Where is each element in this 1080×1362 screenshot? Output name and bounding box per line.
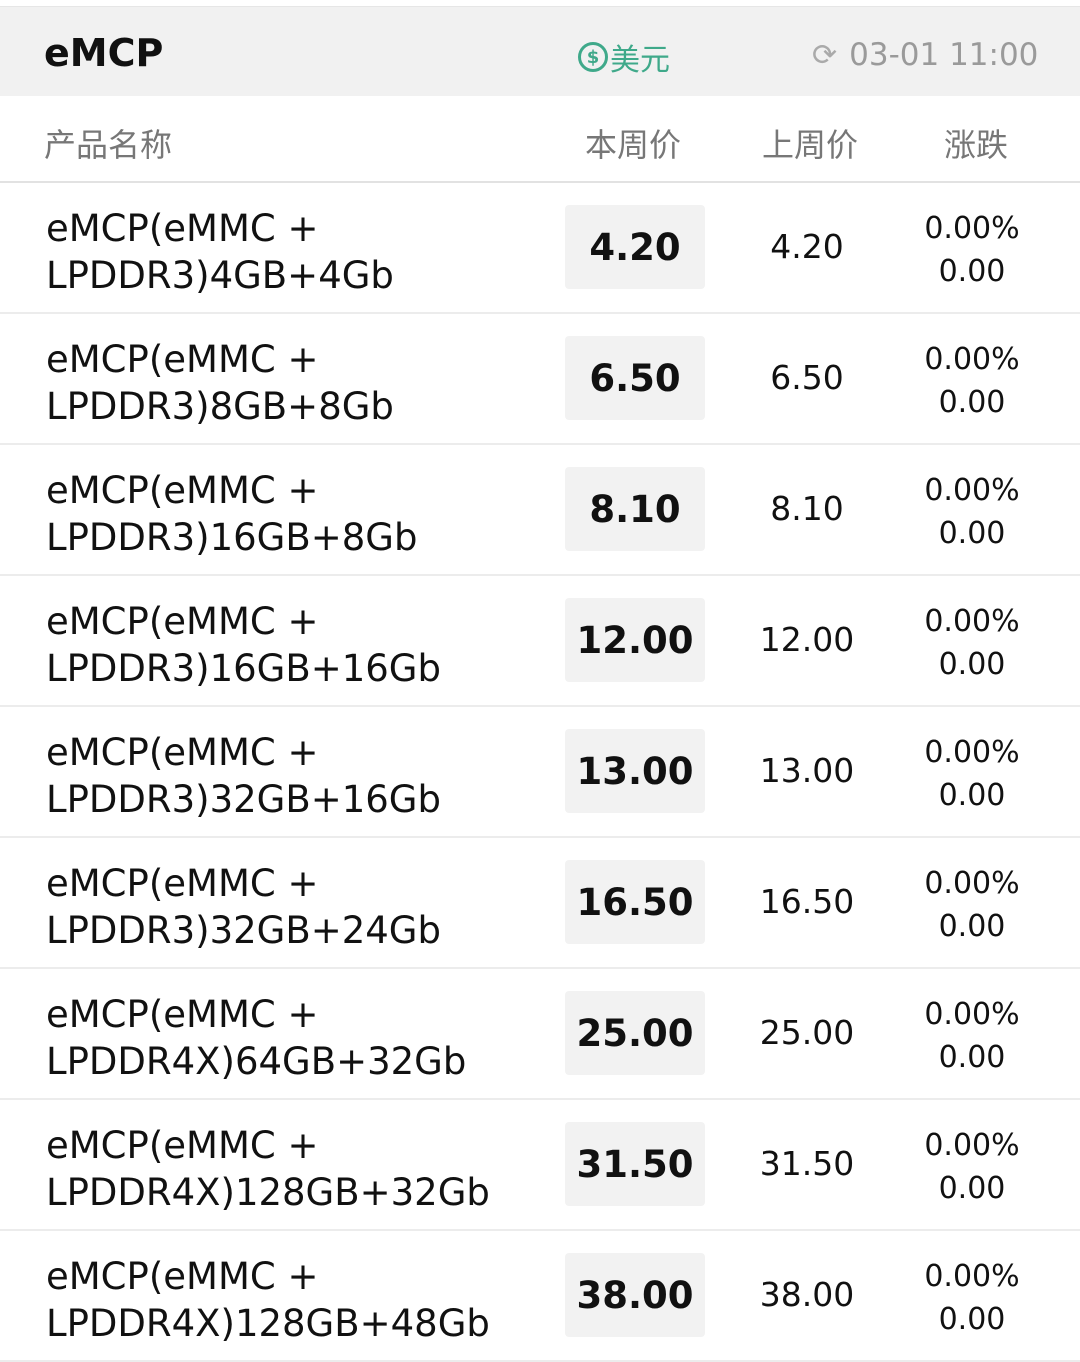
currency-label: 美元 — [610, 43, 670, 78]
this-week-price: 13.00 — [565, 729, 705, 813]
col-name: 产品名称 — [44, 126, 173, 164]
table-row[interactable]: eMCP(eMMC + LPDDR3)32GB+24Gb 16.50 16.50 … — [0, 838, 1080, 969]
last-week-price: 6.50 — [770, 358, 844, 397]
this-week-price: 25.00 — [565, 991, 705, 1075]
product-name-line1: eMCP(eMMC + — [46, 600, 319, 643]
last-week-price: 25.00 — [759, 1013, 855, 1052]
change-percent: 0.00% — [924, 473, 1020, 508]
product-name-line2: LPDDR4X)128GB+32Gb — [46, 1171, 490, 1214]
update-time: 03-01 11:00 — [849, 37, 1039, 73]
product-name: eMCP(eMMC + LPDDR3)8GB+8Gb — [46, 336, 394, 430]
product-name-line2: LPDDR3)16GB+16Gb — [46, 647, 441, 690]
product-name: eMCP(eMMC + LPDDR3)16GB+16Gb — [46, 598, 441, 692]
product-name-line2: LPDDR3)8GB+8Gb — [46, 385, 394, 428]
currency-toggle[interactable]: $ 美元 — [578, 35, 670, 79]
product-name: eMCP(eMMC + LPDDR3)32GB+16Gb — [46, 729, 441, 823]
change-value: 0.00 — [938, 254, 1006, 289]
product-name: eMCP(eMMC + LPDDR3)32GB+24Gb — [46, 860, 441, 954]
this-week-price: 16.50 — [565, 860, 705, 944]
page-title: eMCP — [44, 31, 164, 75]
change-value: 0.00 — [938, 647, 1006, 682]
this-week-price: 6.50 — [565, 336, 705, 420]
product-name: eMCP(eMMC + LPDDR3)16GB+8Gb — [46, 467, 417, 561]
refresh-icon: ⟳ — [812, 37, 838, 73]
change-percent: 0.00% — [924, 866, 1020, 901]
product-name: eMCP(eMMC + LPDDR4X)64GB+32Gb — [46, 991, 466, 1085]
change-value: 0.00 — [938, 516, 1006, 551]
price-change: 0.00% 0.00 — [892, 731, 1052, 817]
last-week-price: 12.00 — [759, 620, 855, 659]
product-name-line1: eMCP(eMMC + — [46, 207, 319, 250]
change-percent: 0.00% — [924, 997, 1020, 1032]
table-row[interactable]: eMCP(eMMC + LPDDR3)4GB+4Gb 4.20 4.20 0.00… — [0, 183, 1080, 314]
price-change: 0.00% 0.00 — [892, 1255, 1052, 1341]
product-name-line1: eMCP(eMMC + — [46, 338, 319, 381]
change-percent: 0.00% — [924, 604, 1020, 639]
change-value: 0.00 — [938, 1302, 1006, 1337]
this-week-price: 12.00 — [565, 598, 705, 682]
product-name-line1: eMCP(eMMC + — [46, 469, 319, 512]
change-value: 0.00 — [938, 1171, 1006, 1206]
table-row[interactable]: eMCP(eMMC + LPDDR4X)64GB+32Gb 25.00 25.00… — [0, 969, 1080, 1100]
product-name-line2: LPDDR3)4GB+4Gb — [46, 254, 394, 297]
col-change[interactable]: 涨跌 — [944, 126, 1009, 164]
change-percent: 0.00% — [924, 1128, 1020, 1163]
this-week-price: 38.00 — [565, 1253, 705, 1337]
table-row[interactable]: eMCP(eMMC + LPDDR4X)128GB+48Gb 38.00 38.0… — [0, 1231, 1080, 1362]
product-name: eMCP(eMMC + LPDDR4X)128GB+32Gb — [46, 1122, 490, 1216]
product-name-line1: eMCP(eMMC + — [46, 731, 319, 774]
product-name-line2: LPDDR4X)64GB+32Gb — [46, 1040, 467, 1083]
col-last-week[interactable]: 上周价 — [762, 126, 859, 164]
price-change: 0.00% 0.00 — [892, 600, 1052, 686]
last-week-price: 38.00 — [759, 1275, 855, 1314]
table-row[interactable]: eMCP(eMMC + LPDDR3)16GB+16Gb 12.00 12.00 … — [0, 576, 1080, 707]
last-week-price: 8.10 — [770, 489, 844, 528]
last-week-price: 16.50 — [759, 882, 855, 921]
top-bar: eMCP $ 美元 ⟳ 03-01 11:00 — [0, 6, 1080, 96]
change-value: 0.00 — [938, 1040, 1006, 1075]
this-week-price: 8.10 — [565, 467, 705, 551]
table-row[interactable]: eMCP(eMMC + LPDDR3)8GB+8Gb 6.50 6.50 0.00… — [0, 314, 1080, 445]
dollar-circle-icon: $ — [578, 42, 608, 72]
change-value: 0.00 — [938, 778, 1006, 813]
last-week-price: 4.20 — [770, 227, 844, 266]
product-name-line2: LPDDR4X)128GB+48Gb — [46, 1302, 490, 1345]
price-change: 0.00% 0.00 — [892, 207, 1052, 293]
price-change: 0.00% 0.00 — [892, 338, 1052, 424]
table-row[interactable]: eMCP(eMMC + LPDDR4X)128GB+32Gb 31.50 31.5… — [0, 1100, 1080, 1231]
product-name-line2: LPDDR3)32GB+16Gb — [46, 778, 441, 821]
last-week-price: 31.50 — [759, 1144, 855, 1183]
product-name-line1: eMCP(eMMC + — [46, 1124, 319, 1167]
col-this-week[interactable]: 本周价 — [585, 126, 682, 164]
table-header: 产品名称 本周价 上周价 涨跌 — [0, 96, 1080, 183]
price-change: 0.00% 0.00 — [892, 862, 1052, 948]
product-name-line2: LPDDR3)32GB+24Gb — [46, 909, 441, 952]
product-name-line1: eMCP(eMMC + — [46, 993, 319, 1036]
price-change: 0.00% 0.00 — [892, 469, 1052, 555]
this-week-price: 31.50 — [565, 1122, 705, 1206]
last-week-price: 13.00 — [759, 751, 855, 790]
product-name-line1: eMCP(eMMC + — [46, 1255, 319, 1298]
change-percent: 0.00% — [924, 211, 1020, 246]
change-percent: 0.00% — [924, 735, 1020, 770]
product-name: eMCP(eMMC + LPDDR3)4GB+4Gb — [46, 205, 394, 299]
change-percent: 0.00% — [924, 342, 1020, 377]
refresh-button[interactable]: ⟳ 03-01 11:00 — [812, 37, 1038, 73]
table-row[interactable]: eMCP(eMMC + LPDDR3)16GB+8Gb 8.10 8.10 0.0… — [0, 445, 1080, 576]
product-name-line2: LPDDR3)16GB+8Gb — [46, 516, 418, 559]
product-name-line1: eMCP(eMMC + — [46, 862, 319, 905]
product-name: eMCP(eMMC + LPDDR4X)128GB+48Gb — [46, 1253, 490, 1347]
change-value: 0.00 — [938, 385, 1006, 420]
table-row[interactable]: eMCP(eMMC + LPDDR3)32GB+16Gb 13.00 13.00 … — [0, 707, 1080, 838]
this-week-price: 4.20 — [565, 205, 705, 289]
change-percent: 0.00% — [924, 1259, 1020, 1294]
price-change: 0.00% 0.00 — [892, 1124, 1052, 1210]
change-value: 0.00 — [938, 909, 1006, 944]
price-change: 0.00% 0.00 — [892, 993, 1052, 1079]
